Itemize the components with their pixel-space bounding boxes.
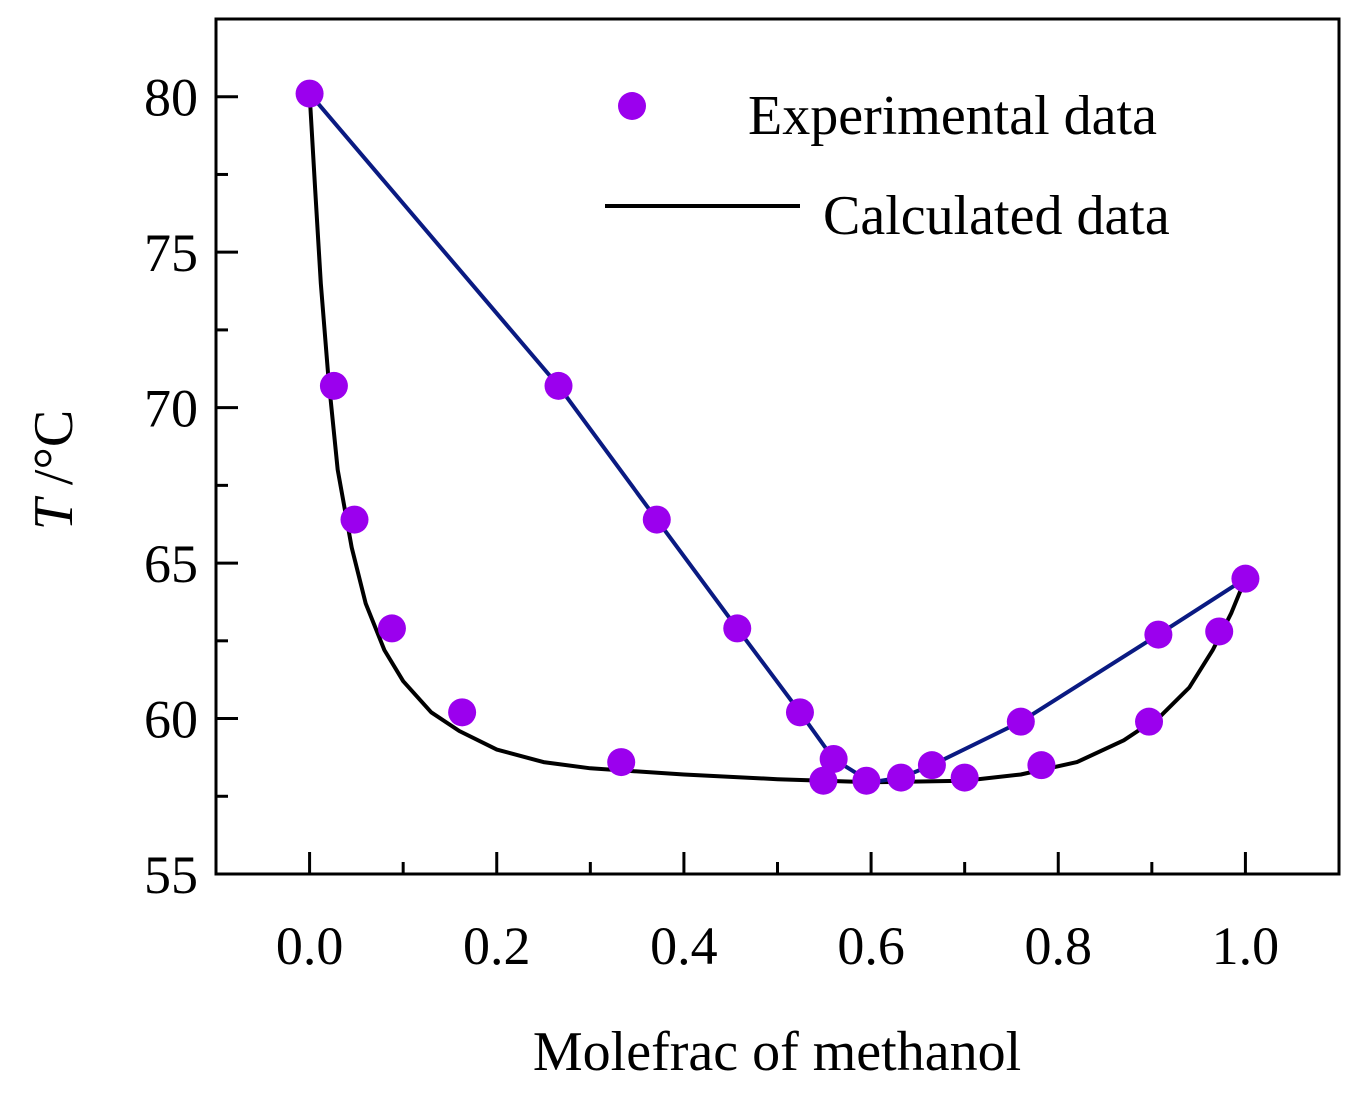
- experimental-point: [917, 751, 946, 780]
- experimental-points: [295, 79, 1260, 795]
- experimental-point: [887, 763, 916, 792]
- x-tick-label: 0.2: [463, 916, 531, 976]
- experimental-point: [377, 614, 406, 643]
- experimental-point: [319, 371, 348, 400]
- legend-marker-experimental: [618, 92, 646, 120]
- experimental-point: [340, 505, 369, 534]
- experimental-point: [809, 766, 838, 795]
- plot-frame: [214, 17, 1341, 876]
- experimental-point: [607, 748, 636, 777]
- experimental-point: [544, 371, 573, 400]
- experimental-point: [1006, 707, 1035, 736]
- y-tick-label: 60: [144, 690, 198, 750]
- experimental-point: [819, 744, 848, 773]
- experimental-point: [1231, 564, 1260, 593]
- x-tick-label: 0.4: [650, 916, 718, 976]
- y-tick-label: 65: [144, 534, 198, 594]
- legend: Experimental data Calculated data: [605, 85, 1170, 247]
- legend-label-experimental: Experimental data: [748, 85, 1157, 147]
- experimental-point: [448, 698, 477, 727]
- x-axis-ticks: 0.0 0.2 0.4 0.6 0.8 1.0: [276, 852, 1279, 976]
- experimental-point: [642, 505, 671, 534]
- experimental-point: [852, 766, 881, 795]
- calculated-vapor-line: [308, 92, 1247, 785]
- x-tick-label: 0.6: [837, 916, 905, 976]
- experimental-point: [723, 614, 752, 643]
- experimental-point: [1135, 707, 1164, 736]
- y-tick-label: 75: [144, 223, 198, 283]
- experimental-point: [295, 79, 324, 108]
- x-tick-label: 0.0: [276, 916, 344, 976]
- x-tick-label: 0.8: [1025, 916, 1093, 976]
- legend-label-calculated: Calculated data: [823, 185, 1170, 247]
- y-tick-label: 55: [144, 845, 198, 905]
- y-axis-title: T /°C: [23, 410, 85, 530]
- y-tick-label: 70: [144, 379, 198, 439]
- experimental-point: [1027, 751, 1056, 780]
- x-tick-label: 1.0: [1212, 916, 1280, 976]
- y-axis-unit: /°C: [23, 410, 85, 499]
- y-tick-label: 80: [144, 68, 198, 128]
- experimental-point: [1205, 617, 1234, 646]
- experimental-point: [950, 763, 979, 792]
- y-axis-ticks: 55 60 65 70 75 80: [144, 68, 238, 905]
- x-axis-title: Molefrac of methanol: [533, 1021, 1021, 1083]
- experimental-point: [1144, 620, 1173, 649]
- y-axis-symbol: T: [23, 495, 85, 530]
- experimental-point: [785, 698, 814, 727]
